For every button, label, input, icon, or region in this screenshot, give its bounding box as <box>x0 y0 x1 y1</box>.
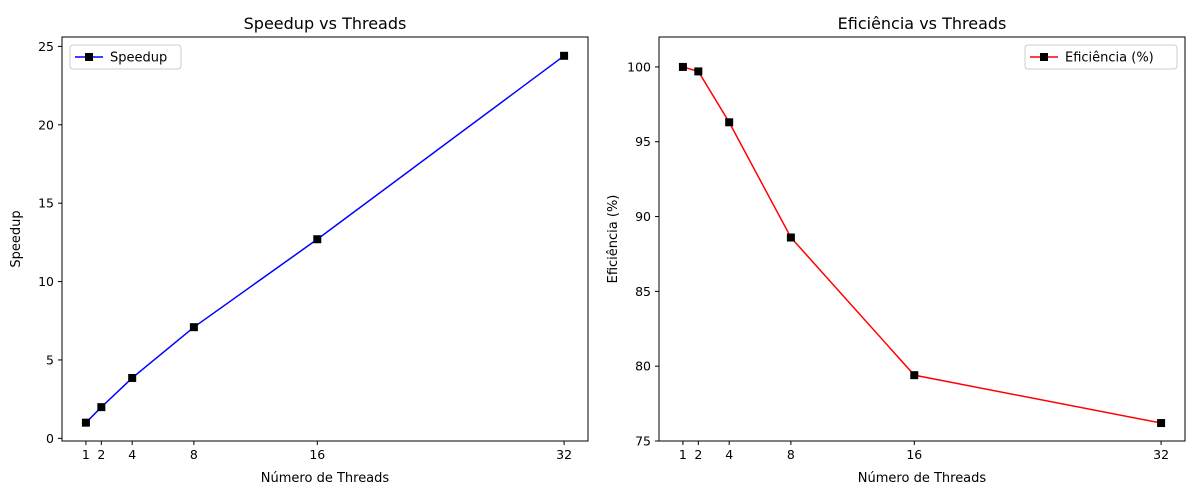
plot-frame <box>658 36 1186 442</box>
y-tick-label: 20 <box>38 117 54 132</box>
x-tick-label: 16 <box>906 447 922 462</box>
x-tick-label: 4 <box>128 447 136 462</box>
legend-box <box>69 44 182 70</box>
data-point <box>560 51 569 60</box>
legend-label: Eficiência (%) <box>1065 51 1154 66</box>
chart-2: Eficiência vs Threads 1 2 4 8 16 32 75 80 85 90 95 1… <box>606 14 1186 486</box>
y-tick-label: 10 <box>38 274 54 289</box>
data-point <box>128 373 137 382</box>
data-point <box>81 418 90 427</box>
x-tick-label: 1 <box>679 447 687 462</box>
x-axis-label: Número de Threads <box>261 471 390 486</box>
chart-1: Speedup vs Threads 1 2 4 8 16 32 0 5 10 15 20 25 Núme… <box>9 14 589 486</box>
plot-frame <box>61 36 589 442</box>
legend: Speedup <box>69 44 182 70</box>
y-tick-label: 100 <box>627 59 651 74</box>
y-tick-label: 75 <box>635 434 651 449</box>
chart-title: Eficiência vs Threads <box>838 14 1007 33</box>
x-axis-label: Número de Threads <box>858 471 987 486</box>
legend-box <box>1024 44 1178 70</box>
data-point <box>313 235 322 244</box>
data-point <box>189 323 198 332</box>
y-axis-label: Speedup <box>9 210 24 267</box>
y-tick-label: 90 <box>635 209 651 224</box>
data-point <box>97 403 106 412</box>
data-point <box>678 62 687 71</box>
y-tick-label: 5 <box>46 352 54 367</box>
x-tick-label: 32 <box>556 447 572 462</box>
y-tick-label: 25 <box>38 39 54 54</box>
x-tick-label: 8 <box>190 447 198 462</box>
x-tick-label: 8 <box>787 447 795 462</box>
series-line <box>682 66 1162 424</box>
legend-marker <box>1040 53 1048 61</box>
x-tick-label: 2 <box>97 447 105 462</box>
x-tick-label: 1 <box>82 447 90 462</box>
y-tick-label: 95 <box>635 134 651 149</box>
y-axis-label: Eficiência (%) <box>606 195 621 284</box>
y-tick-label: 0 <box>46 431 54 446</box>
y-tick-label: 15 <box>38 196 54 211</box>
data-point <box>725 118 734 127</box>
data-point <box>786 233 795 242</box>
x-tick-label: 32 <box>1153 447 1169 462</box>
x-tick-label: 4 <box>725 447 733 462</box>
x-tick-label: 2 <box>694 447 702 462</box>
y-tick-label: 85 <box>635 284 651 299</box>
legend-label: Speedup <box>110 51 167 66</box>
chart-title: Speedup vs Threads <box>244 14 407 33</box>
data-point <box>694 67 703 76</box>
legend: Eficiência (%) <box>1024 44 1178 70</box>
legend-marker <box>85 53 93 61</box>
x-tick-label: 16 <box>309 447 325 462</box>
data-point <box>910 371 919 380</box>
data-point <box>1157 419 1166 428</box>
y-tick-label: 80 <box>635 359 651 374</box>
series-line <box>85 55 565 424</box>
